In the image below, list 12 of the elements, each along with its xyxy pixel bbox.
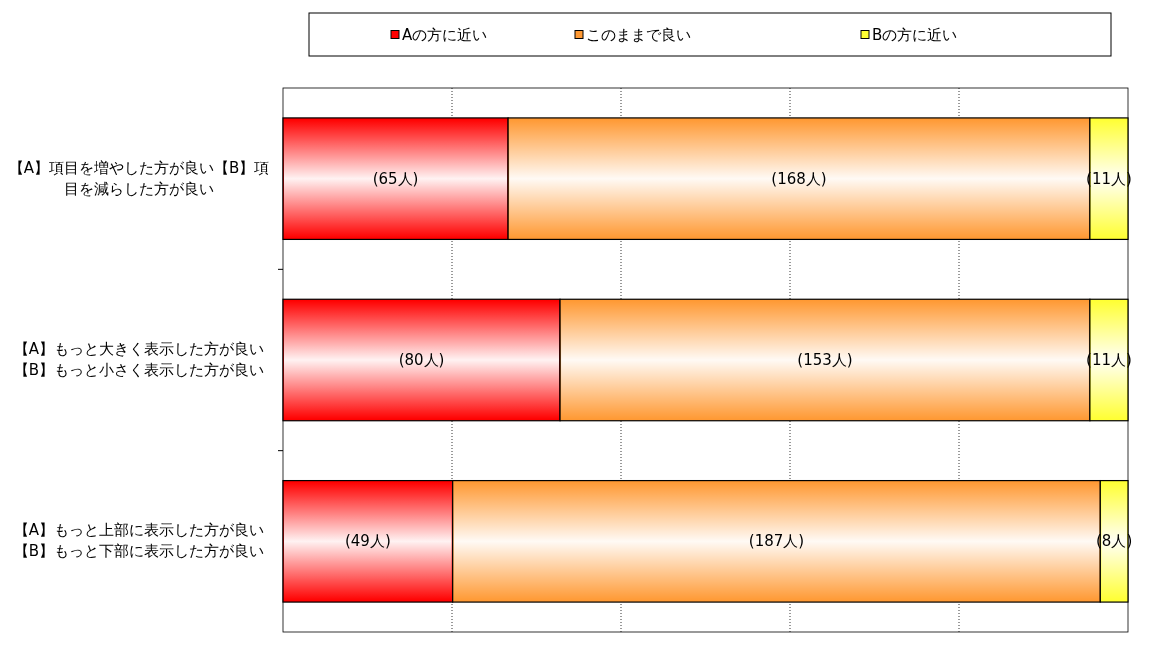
data-label: (187人) — [748, 532, 805, 551]
data-label: (65人) — [372, 169, 419, 188]
y-tick-label: 【A】もっと上部に表示した方が良い【B】もっと下部に表示した方が良い — [12, 520, 266, 563]
y-tick-label: 【A】もっと大きく表示した方が良い【B】もっと小さく表示した方が良い — [12, 339, 266, 381]
legend-label: Bの方に近い — [872, 25, 958, 44]
data-label: (80人) — [398, 351, 445, 369]
y-tick-label: 【A】項目を増やした方が良い【B】項目を減らした方が良い — [8, 157, 270, 200]
data-label: (153人) — [797, 351, 853, 369]
legend-label: Aの方に近い — [402, 25, 488, 44]
data-label: (49人) — [344, 532, 391, 551]
data-label: (168人) — [771, 169, 827, 188]
legend-label: このままで良い — [586, 25, 691, 44]
